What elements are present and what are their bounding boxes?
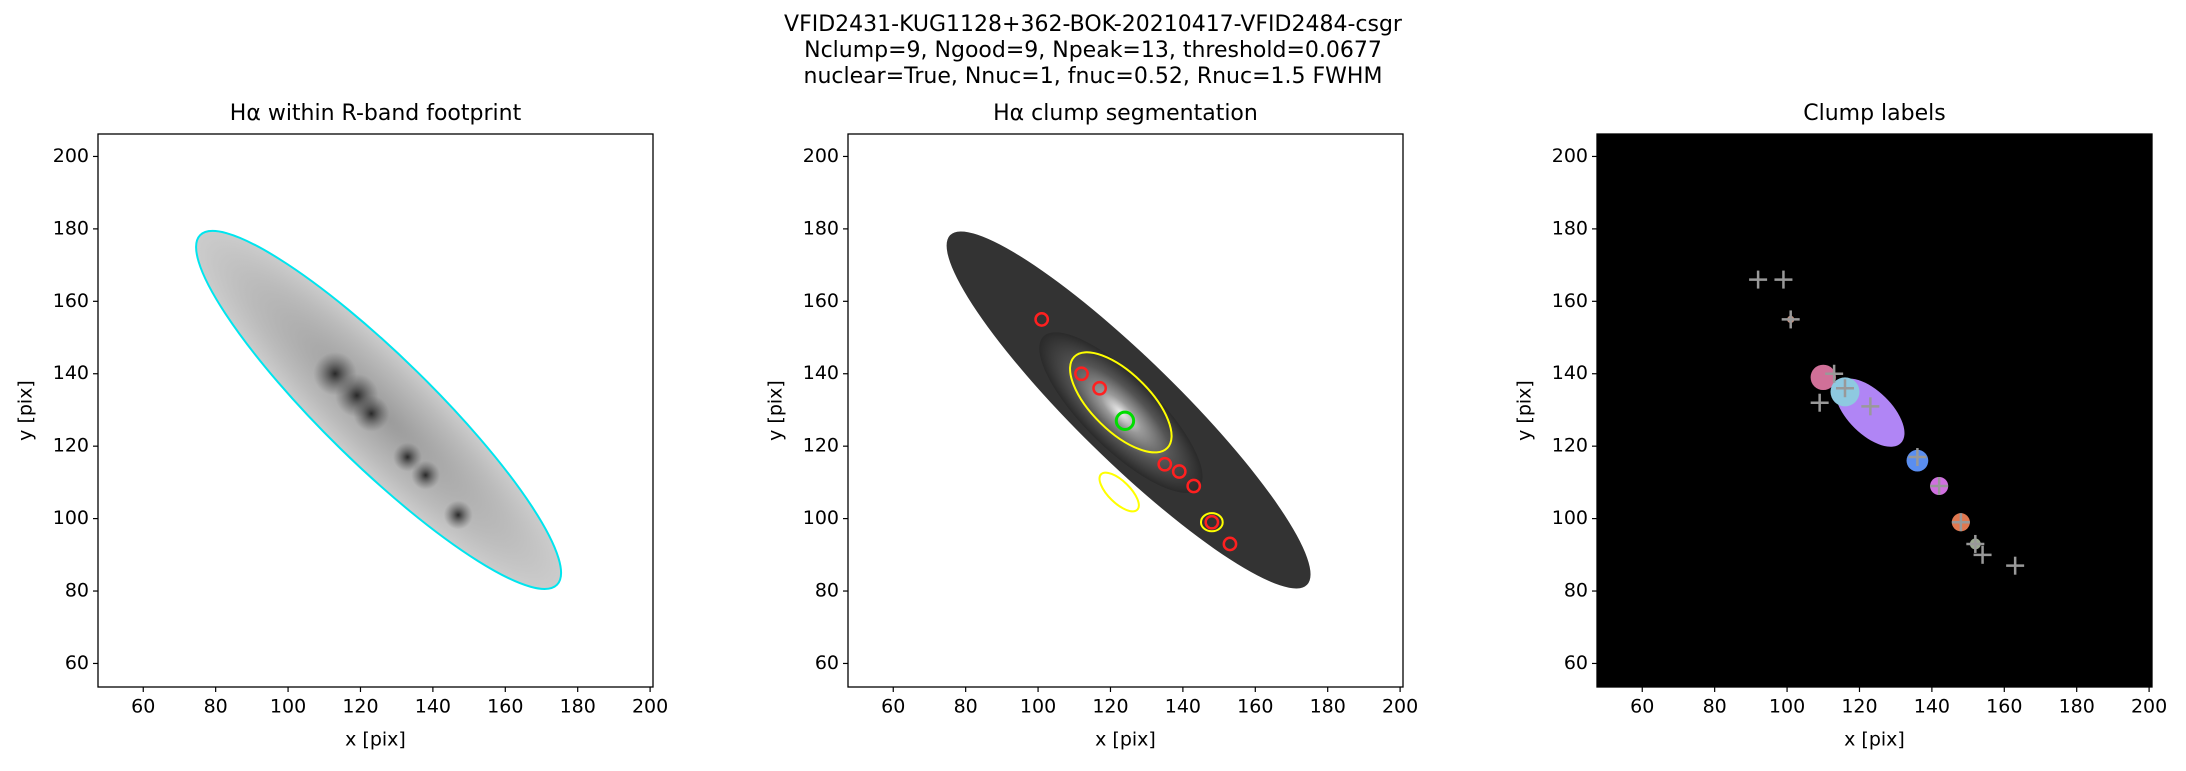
x-tick-label: 140 (1165, 696, 1201, 718)
y-tick-label: 140 (53, 362, 89, 384)
emission (353, 395, 390, 432)
x-tick-label: 60 (1630, 696, 1654, 718)
y-axis-label: y [pix] (15, 380, 37, 441)
x-tick-label: 180 (1310, 696, 1346, 718)
x-tick-label: 180 (560, 696, 596, 718)
image-content (946, 231, 1311, 589)
emission (443, 500, 473, 530)
x-tick-label: 200 (1382, 696, 1418, 718)
suptitle: VFID2431-KUG1128+362-BOK-20210417-VFID24… (784, 12, 1403, 37)
peak (1092, 380, 1108, 396)
x-tick-label: 160 (1237, 696, 1273, 718)
y-tick-label: 100 (53, 507, 89, 529)
image-content (195, 229, 563, 590)
contour (1069, 351, 1173, 454)
suptitle: nuclear=True, Nnuc=1, fnuc=0.52, Rnuc=1.… (804, 64, 1383, 89)
x-axis-label: x [pix] (1095, 729, 1156, 751)
y-tick-label: 200 (53, 145, 89, 167)
x-tick-label: 100 (270, 696, 306, 718)
axes-title: Hα clump segmentation (993, 101, 1258, 126)
x-tick-label: 100 (1020, 696, 1056, 718)
clump (1810, 364, 1836, 391)
x-tick-label: 180 (2059, 696, 2095, 718)
x-tick-label: 60 (131, 696, 155, 718)
y-tick-label: 160 (803, 290, 839, 312)
peak (1222, 536, 1238, 552)
suptitle: Nclump=9, Ngood=9, Npeak=13, threshold=0… (804, 38, 1382, 63)
emission (411, 460, 441, 490)
y-tick-label: 120 (53, 435, 89, 457)
x-tick-label: 200 (632, 696, 668, 718)
y-tick-label: 80 (1564, 580, 1588, 602)
contour (1098, 471, 1140, 513)
y-tick-label: 200 (1552, 145, 1588, 167)
x-tick-label: 80 (1703, 696, 1727, 718)
peak (1157, 456, 1173, 472)
peak (1034, 312, 1050, 327)
x-tick-label: 60 (881, 696, 905, 718)
y-tick-label: 160 (53, 290, 89, 312)
y-tick-label: 80 (815, 580, 839, 602)
image (195, 229, 563, 590)
contour (1199, 512, 1224, 533)
y-tick-label: 200 (803, 145, 839, 167)
y-tick-label: 160 (1552, 290, 1588, 312)
y-axis-label: y [pix] (1514, 380, 1536, 441)
x-axis-label: x [pix] (1844, 729, 1905, 751)
axes-frame (1596, 133, 2153, 688)
emission (393, 442, 423, 472)
axes-frame (97, 133, 654, 688)
x-tick-label: 140 (415, 696, 451, 718)
x-tick-label: 120 (342, 696, 378, 718)
image (946, 231, 1311, 589)
x-axis-label: x [pix] (345, 729, 406, 751)
peak (1171, 464, 1187, 479)
nucleus (1114, 410, 1136, 432)
x-tick-label: 160 (487, 696, 523, 718)
y-axis-label: y [pix] (765, 380, 787, 441)
image (1597, 134, 2152, 687)
y-tick-label: 180 (1552, 217, 1588, 239)
x-tick-label: 120 (1841, 696, 1877, 718)
image-content (1597, 134, 2152, 687)
x-tick-label: 120 (1092, 696, 1128, 718)
y-tick-label: 180 (803, 217, 839, 239)
y-tick-label: 60 (1564, 652, 1588, 674)
peak (1074, 366, 1089, 382)
y-tick-label: 100 (803, 507, 839, 529)
x-tick-label: 160 (1986, 696, 2022, 718)
y-tick-label: 140 (803, 362, 839, 384)
x-tick-label: 100 (1769, 696, 1805, 718)
axes-frame (847, 133, 1404, 688)
y-tick-label: 100 (1552, 507, 1588, 529)
axes-title: Hα within R-band footprint (230, 101, 522, 126)
y-tick-label: 60 (815, 652, 839, 674)
x-tick-label: 140 (1914, 696, 1950, 718)
peak (1186, 478, 1202, 494)
x-tick-label: 80 (954, 696, 978, 718)
y-tick-label: 140 (1552, 362, 1588, 384)
peak (1204, 514, 1220, 530)
axes-title: Clump labels (1803, 101, 1945, 126)
x-tick-label: 80 (204, 696, 228, 718)
y-tick-label: 180 (53, 217, 89, 239)
y-tick-label: 120 (1552, 435, 1588, 457)
x-tick-label: 200 (2131, 696, 2167, 718)
y-tick-label: 80 (65, 580, 89, 602)
y-tick-label: 120 (803, 435, 839, 457)
y-tick-label: 60 (65, 652, 89, 674)
